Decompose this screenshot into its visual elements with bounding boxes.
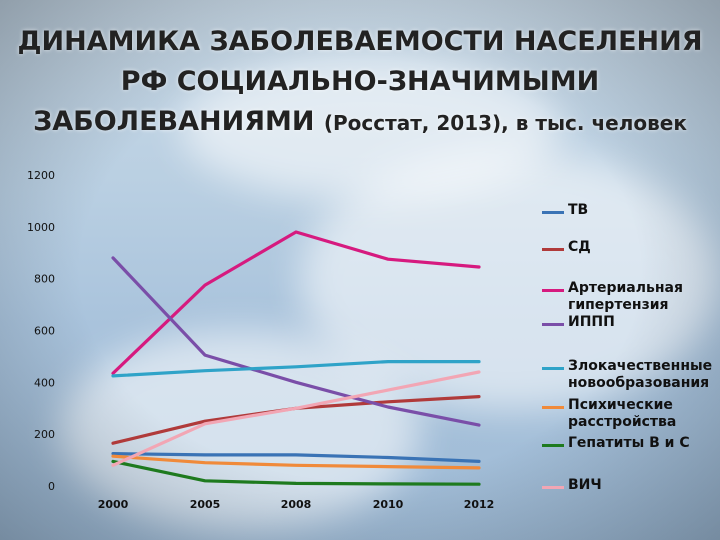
title-line-3-main: ЗАБОЛЕВАНИЯМИ (33, 106, 315, 137)
legend-swatch (542, 248, 564, 251)
legend-label: СД (568, 239, 591, 255)
legend-swatch (542, 211, 564, 214)
legend-label: ИППП (568, 314, 615, 330)
y-tick-label: 600 (34, 325, 55, 338)
legend-label: Злокачественные новообразования (568, 358, 713, 391)
x-tick-label: 2010 (373, 498, 404, 511)
series-line-5 (111, 454, 481, 470)
legend-swatch (542, 289, 564, 292)
y-tick-label: 800 (34, 273, 55, 286)
title-line-3: ЗАБОЛЕВАНИЯМИ (Росстат, 2013), в тыс. че… (0, 102, 720, 143)
series-line-2 (111, 230, 481, 375)
title-line-1: ДИНАМИКА ЗАБОЛЕВАЕМОСТИ НАСЕЛЕНИЯ (17, 26, 703, 57)
legend-item: Психические расстройства (542, 397, 713, 431)
legend-item: Злокачественные новообразования (542, 358, 713, 392)
legend-item: СД (542, 239, 713, 256)
cloud-bg (180, 60, 560, 200)
y-tick-label: 1000 (27, 221, 55, 234)
series-line-1 (111, 395, 481, 445)
chart-title: ДИНАМИКА ЗАБОЛЕВАЕМОСТИ НАСЕЛЕНИЯ РФ СОЦ… (0, 22, 720, 143)
title-line-2: РФ СОЦИАЛЬНО-ЗНАЧИМЫМИ (120, 66, 600, 97)
legend-swatch (542, 486, 564, 489)
legend-swatch (542, 406, 564, 409)
legend-swatch (542, 323, 564, 326)
legend-label: ВИЧ (568, 477, 602, 493)
x-tick-label: 2000 (98, 498, 129, 511)
series-line-6 (111, 459, 481, 486)
x-tick-label: 2008 (281, 498, 312, 511)
legend-swatch (542, 444, 564, 447)
legend-item: Артериальная гипертензия (542, 280, 713, 314)
series-line-4 (111, 360, 481, 378)
y-tick-label: 200 (34, 428, 55, 441)
legend-label: ТВ (568, 202, 589, 218)
title-line-3-sub: (Росстат, 2013), в тыс. человек (323, 111, 687, 135)
legend-label: Артериальная гипертензия (568, 280, 683, 313)
series-line-0 (111, 452, 481, 463)
legend-item: ВИЧ (542, 477, 713, 494)
x-tick-label: 2005 (190, 498, 221, 511)
series-line-3 (111, 256, 481, 427)
y-tick-label: 1200 (27, 169, 55, 182)
legend-swatch (542, 367, 564, 370)
series-line-7 (111, 370, 481, 467)
legend-item: Гепатиты В и С (542, 435, 713, 452)
legend-item: ТВ (542, 202, 713, 219)
y-tick-label: 400 (34, 376, 55, 389)
legend-item: ИППП (542, 314, 713, 331)
y-tick-label: 0 (48, 480, 55, 493)
legend-label: Гепатиты В и С (568, 435, 690, 451)
legend-label: Психические расстройства (568, 397, 677, 430)
x-tick-label: 2012 (464, 498, 495, 511)
